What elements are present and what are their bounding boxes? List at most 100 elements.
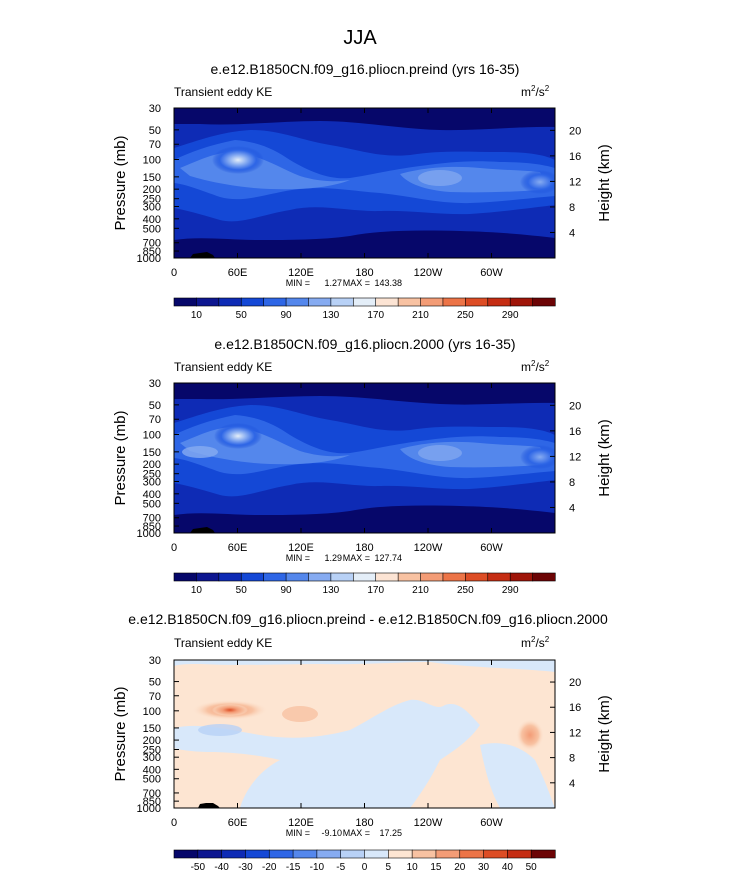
y2-axis-label: Height (km) xyxy=(596,419,613,497)
y-tick-label: 150 xyxy=(143,723,161,735)
colorbar-swatch xyxy=(218,572,242,582)
colorbar-swatch xyxy=(221,849,247,859)
colorbar-swatch xyxy=(240,297,265,307)
y-axis-label: Pressure (mb) xyxy=(112,686,129,781)
colorbar-swatch xyxy=(509,572,534,582)
contour-field xyxy=(174,383,555,533)
y2-tick-label: 4 xyxy=(569,227,575,239)
x-tick-label: 180 xyxy=(355,267,373,279)
x-tick-label: 180 xyxy=(355,542,373,554)
y-axis-label: Pressure (mb) xyxy=(112,135,129,230)
colorbar-swatch xyxy=(420,297,444,307)
colorbar-swatch xyxy=(173,849,199,859)
min-label: MIN = xyxy=(286,828,310,838)
colorbar-swatch xyxy=(530,849,556,859)
colorbar-label: 170 xyxy=(367,585,384,596)
colorbar-label: 40 xyxy=(502,862,514,873)
colorbar-swatch xyxy=(507,849,532,859)
colorbar-swatch xyxy=(292,849,318,859)
level-band xyxy=(174,230,555,258)
x-tick-label: 120W xyxy=(414,542,443,554)
colorbar-label: 130 xyxy=(323,585,340,596)
panel-difference: e.e12.B1850CN.f09_g16.pliocn.preind - e.… xyxy=(112,611,613,873)
y-tick-label: 300 xyxy=(143,752,161,764)
y-tick-label: 850 xyxy=(143,246,161,258)
colorbar-label: -10 xyxy=(310,862,325,873)
colorbar-label: 5 xyxy=(386,862,392,873)
y2-tick-label: 16 xyxy=(569,151,581,163)
colorbar-label: 250 xyxy=(457,585,474,596)
y-axis-label: Pressure (mb) xyxy=(112,410,129,505)
level-band xyxy=(214,423,262,449)
level-band xyxy=(174,699,480,808)
y-tick-label: 500 xyxy=(143,223,161,235)
y-tick-label: 400 xyxy=(143,214,161,226)
y2-tick-label: 12 xyxy=(569,451,581,463)
colorbar-label: 10 xyxy=(407,862,419,873)
level-band xyxy=(174,108,555,131)
min-label: MIN = xyxy=(286,553,310,563)
y2-tick-label: 20 xyxy=(569,677,581,689)
y-tick-label: 400 xyxy=(143,489,161,501)
y2-tick-label: 12 xyxy=(569,176,581,188)
colorbar-label: 10 xyxy=(191,585,203,596)
colorbar-swatch xyxy=(196,297,220,307)
y2-tick-label: 8 xyxy=(569,477,575,489)
colorbar-swatch xyxy=(173,297,198,307)
max-label: MAX = xyxy=(343,278,370,288)
x-tick-label: 60E xyxy=(228,267,248,279)
units-label: m2/s2 xyxy=(521,84,550,99)
colorbar-label: 90 xyxy=(280,310,292,321)
x-tick-label: 60E xyxy=(228,542,248,554)
panel-title: e.e12.B1850CN.f09_g16.pliocn.2000 (yrs 1… xyxy=(214,336,515,352)
colorbar-swatch xyxy=(268,849,294,859)
colorbar-swatch xyxy=(285,572,310,582)
y-tick-label: 50 xyxy=(149,400,161,412)
colorbar-label: 20 xyxy=(454,862,466,873)
colorbar-label: 210 xyxy=(412,310,429,321)
x-tick-label: 120W xyxy=(414,817,443,829)
level-band xyxy=(174,383,555,405)
colorbar-swatch xyxy=(487,297,511,307)
colorbar-swatch xyxy=(509,297,534,307)
colorbar-swatch xyxy=(330,572,354,582)
axes: 0 60E 120E 180 120W 60W3050701001502002503004… xyxy=(112,103,613,288)
y-tick-label: 500 xyxy=(143,774,161,786)
colorbar-swatch xyxy=(364,849,389,859)
x-tick-label: 0 xyxy=(171,817,177,829)
colorbar-swatch xyxy=(285,297,310,307)
x-tick-label: 60W xyxy=(480,817,503,829)
colorbar-swatch xyxy=(340,849,366,859)
colorbar-label: 170 xyxy=(367,310,384,321)
y-tick-label: 250 xyxy=(143,469,161,481)
level-band xyxy=(520,445,555,469)
x-tick-label: 120E xyxy=(288,542,314,554)
level-band xyxy=(190,252,215,258)
contour-field xyxy=(174,660,555,808)
y-tick-label: 300 xyxy=(143,476,161,488)
y-tick-label: 1000 xyxy=(137,253,161,265)
y-tick-label: 700 xyxy=(143,513,161,525)
axes: 0 60E 120E 180 120W 60W3050701001502002503004… xyxy=(112,378,613,563)
colorbar-swatch xyxy=(196,572,220,582)
x-tick-label: 120W xyxy=(414,267,443,279)
level-band xyxy=(480,743,555,808)
level-band xyxy=(212,704,248,716)
colorbar-label: 210 xyxy=(412,585,429,596)
colorbar-swatch xyxy=(532,572,556,582)
y-tick-label: 70 xyxy=(149,139,161,151)
x-tick-label: 180 xyxy=(355,817,373,829)
colorbar-swatch xyxy=(442,297,466,307)
min-value: 1.27 xyxy=(324,278,342,288)
panel-left-label: Transient eddy KE xyxy=(174,360,272,374)
y2-axis-label: Height (km) xyxy=(596,695,613,773)
colorbar-swatch xyxy=(263,572,287,582)
y2-tick-label: 4 xyxy=(569,778,575,790)
colorbar-label: -15 xyxy=(286,862,301,873)
colorbar-swatch xyxy=(263,297,287,307)
colorbar-swatch xyxy=(397,297,422,307)
level-band xyxy=(174,660,555,672)
colorbar-swatch xyxy=(316,849,342,859)
y-tick-label: 100 xyxy=(143,155,161,167)
